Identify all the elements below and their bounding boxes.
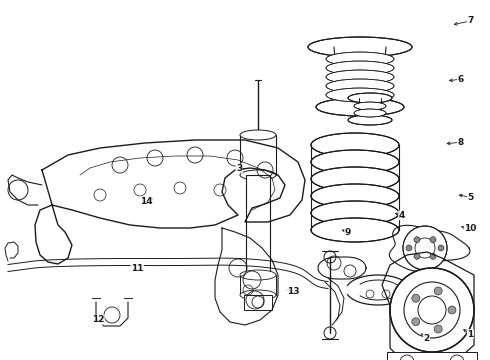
Bar bbox=[246, 175, 270, 275]
Ellipse shape bbox=[311, 133, 399, 157]
Text: 9: 9 bbox=[344, 228, 351, 237]
Ellipse shape bbox=[311, 150, 399, 174]
Circle shape bbox=[448, 306, 456, 314]
Text: 6: 6 bbox=[458, 75, 464, 84]
Ellipse shape bbox=[326, 52, 394, 66]
Bar bbox=[240, 135, 276, 175]
Text: 8: 8 bbox=[458, 138, 464, 147]
Text: 1: 1 bbox=[467, 330, 473, 339]
Polygon shape bbox=[390, 225, 470, 271]
Ellipse shape bbox=[348, 93, 392, 103]
Ellipse shape bbox=[311, 167, 399, 191]
Text: 7: 7 bbox=[467, 17, 474, 26]
Circle shape bbox=[390, 268, 474, 352]
Text: 2: 2 bbox=[423, 334, 429, 343]
Polygon shape bbox=[215, 228, 278, 325]
Ellipse shape bbox=[326, 88, 394, 102]
Text: 13: 13 bbox=[287, 287, 299, 296]
Ellipse shape bbox=[240, 130, 276, 140]
Circle shape bbox=[438, 245, 444, 251]
Circle shape bbox=[414, 237, 420, 243]
Circle shape bbox=[434, 325, 442, 333]
Circle shape bbox=[406, 245, 412, 251]
Ellipse shape bbox=[354, 109, 386, 117]
Text: 10: 10 bbox=[464, 224, 477, 233]
Ellipse shape bbox=[326, 70, 394, 84]
Text: 3: 3 bbox=[236, 164, 242, 173]
Text: 5: 5 bbox=[467, 193, 473, 202]
Polygon shape bbox=[318, 257, 366, 279]
Text: 14: 14 bbox=[140, 197, 152, 206]
Bar bbox=[387, 352, 477, 360]
Ellipse shape bbox=[311, 201, 399, 225]
Text: 4: 4 bbox=[398, 211, 405, 220]
Circle shape bbox=[430, 253, 436, 259]
Circle shape bbox=[412, 294, 420, 302]
Ellipse shape bbox=[308, 37, 412, 57]
Ellipse shape bbox=[326, 61, 394, 75]
Bar bbox=[240, 275, 276, 295]
Circle shape bbox=[434, 287, 442, 295]
Text: 11: 11 bbox=[131, 264, 144, 273]
Ellipse shape bbox=[240, 170, 276, 180]
Ellipse shape bbox=[311, 184, 399, 208]
Circle shape bbox=[403, 226, 447, 270]
Polygon shape bbox=[35, 140, 305, 264]
Circle shape bbox=[412, 318, 420, 326]
Polygon shape bbox=[382, 252, 474, 360]
Circle shape bbox=[414, 253, 420, 259]
Ellipse shape bbox=[316, 98, 404, 116]
Ellipse shape bbox=[348, 115, 392, 125]
Ellipse shape bbox=[354, 102, 386, 110]
Ellipse shape bbox=[240, 270, 276, 280]
Ellipse shape bbox=[311, 218, 399, 242]
Circle shape bbox=[430, 237, 436, 243]
Ellipse shape bbox=[326, 79, 394, 93]
Text: 12: 12 bbox=[92, 315, 104, 324]
Ellipse shape bbox=[240, 290, 276, 300]
Bar bbox=[244, 295, 272, 310]
